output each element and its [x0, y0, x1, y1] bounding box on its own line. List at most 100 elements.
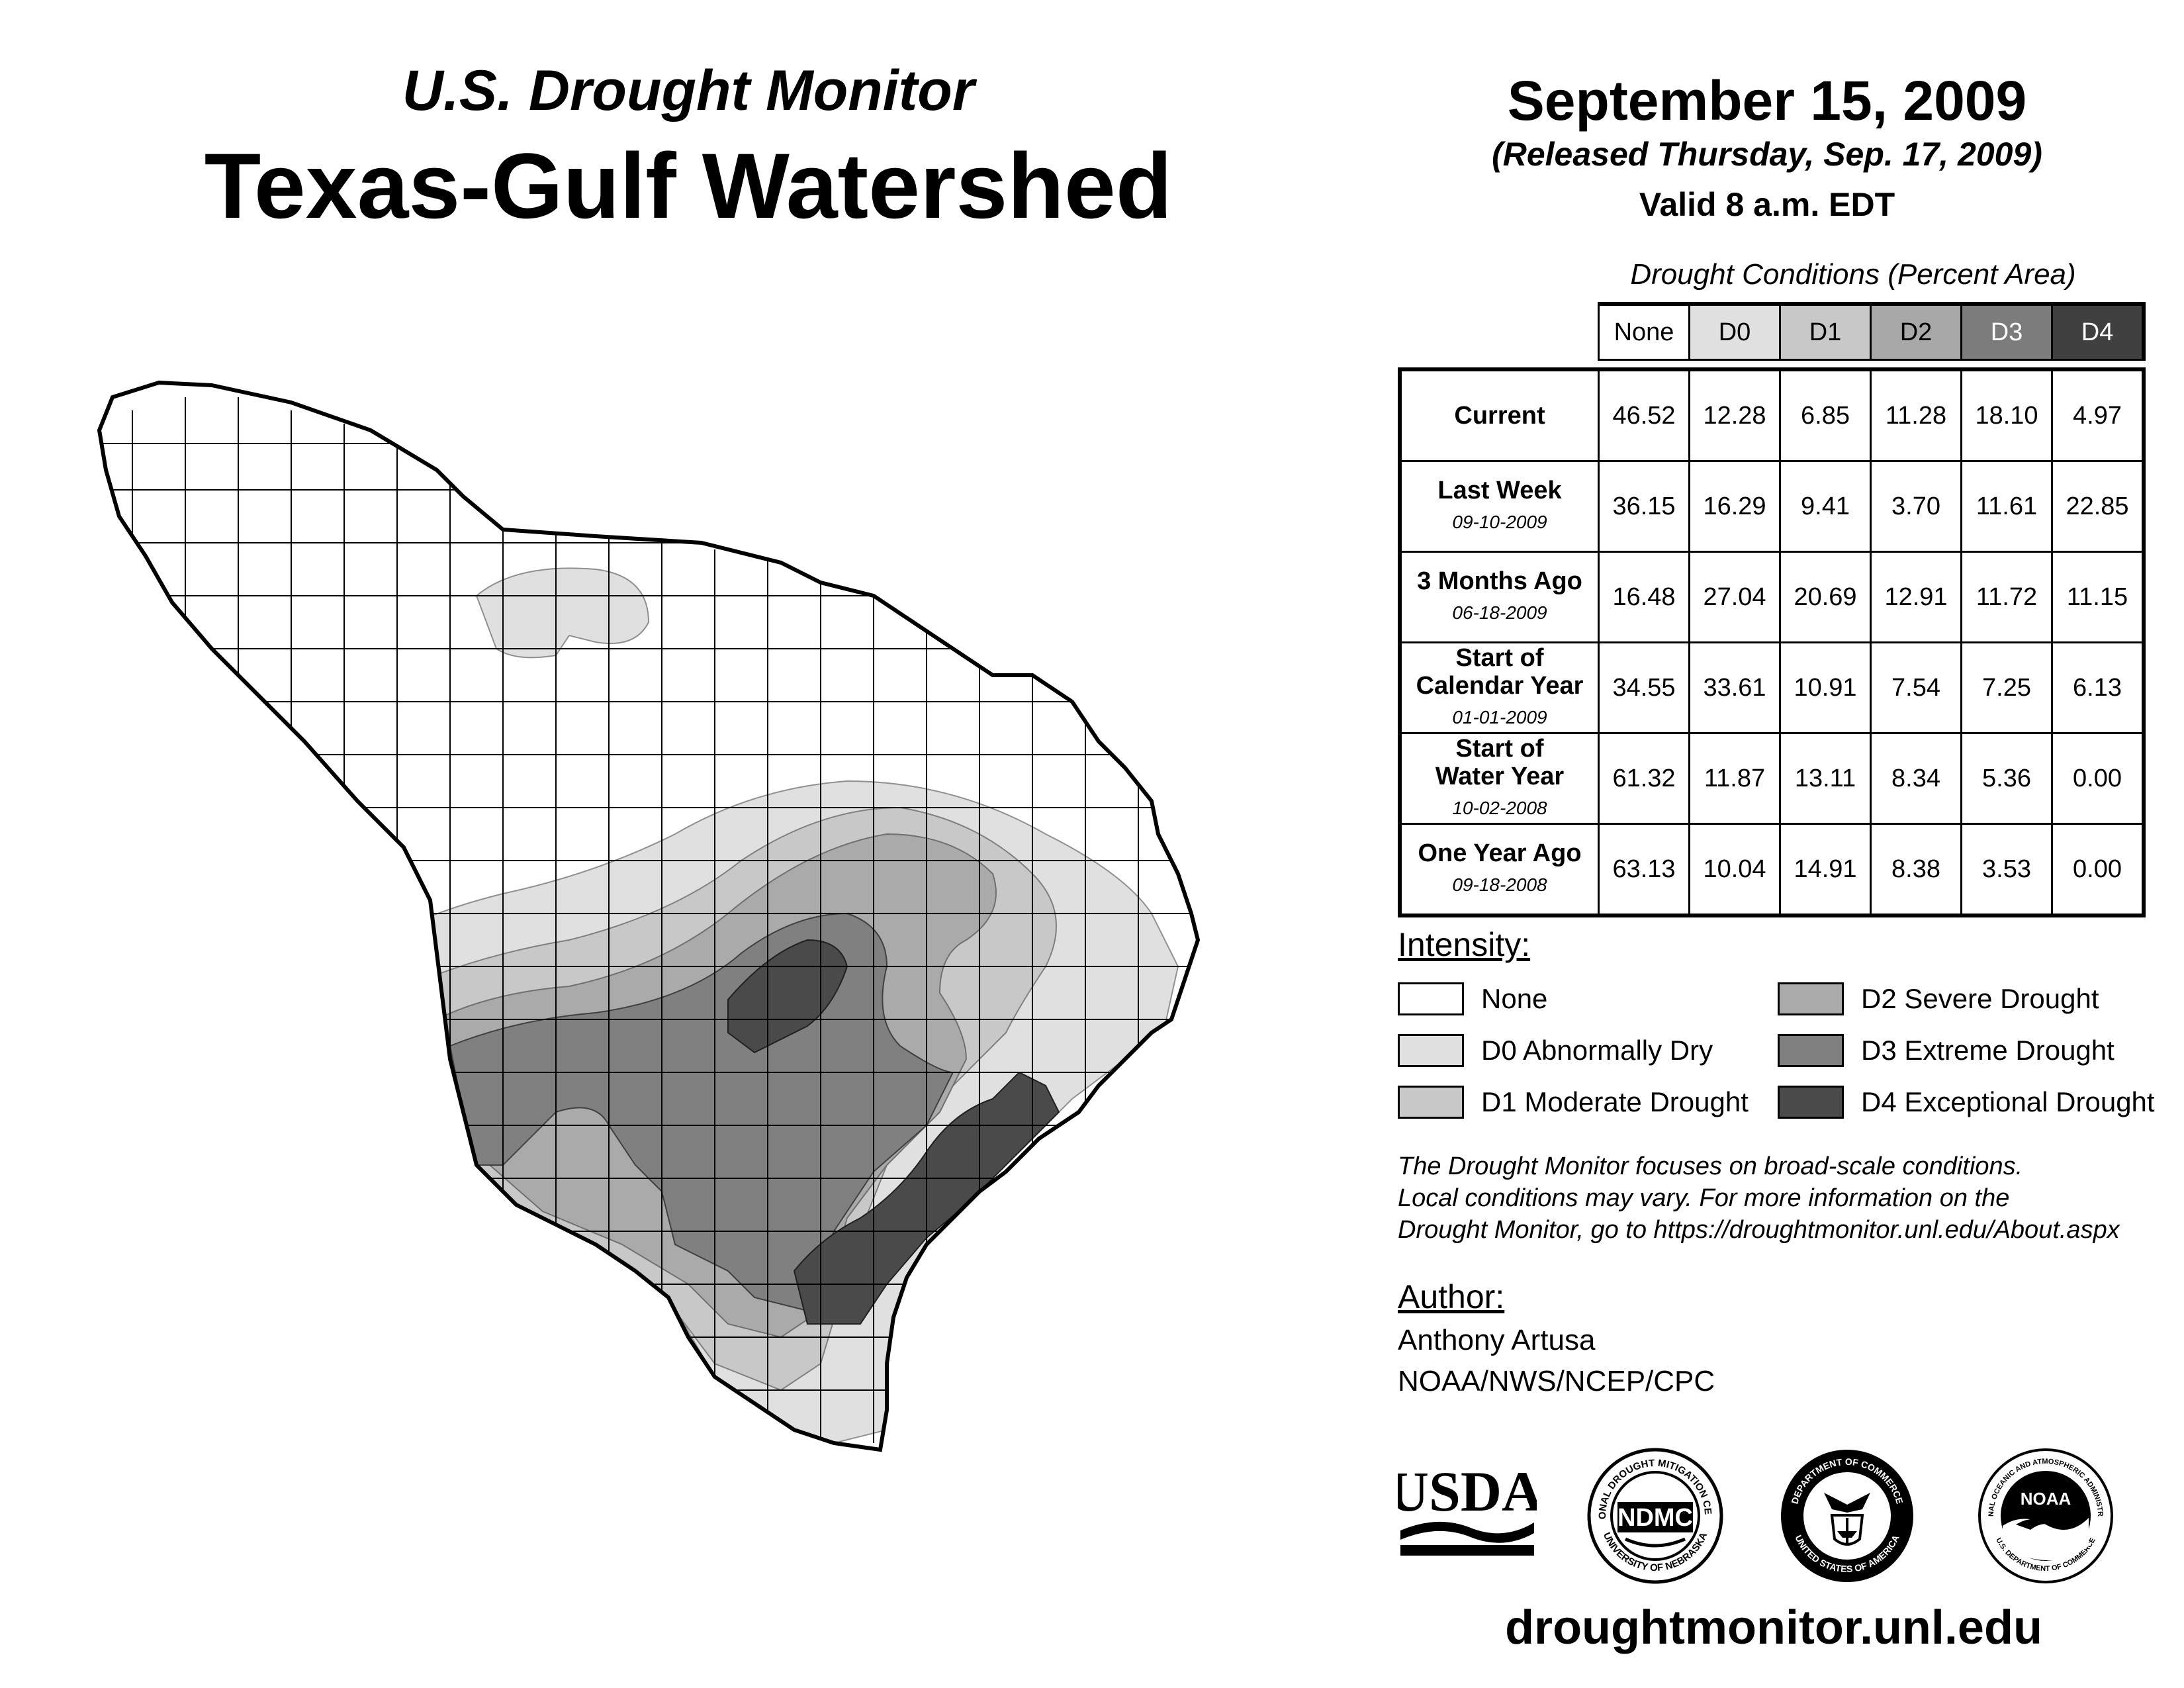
table-cell: 9.41: [1779, 460, 1872, 553]
table-row: Current 46.52 12.28 6.85 11.28 18.10 4.97: [1398, 367, 2146, 462]
valid-time: Valid 8 a.m. EDT: [1639, 186, 1895, 223]
table-cell: 12.28: [1688, 367, 1781, 462]
legend-item-d2: D2 Severe Drought: [1778, 982, 2099, 1015]
legend-label: D1 Moderate Drought: [1481, 1086, 1749, 1117]
column-header-d4: D4: [2051, 302, 2146, 361]
seagull-icon: [2016, 1519, 2056, 1530]
disclaimer-note: The Drought Monitor focuses on broad-sca…: [1398, 1150, 2165, 1246]
row-label: Start of Water Year 10-02-2008: [1398, 732, 1600, 825]
valid-date: September 15, 2009: [1507, 70, 2027, 132]
row-label-line: Calendar Year: [1416, 672, 1584, 700]
table-cell: 46.52: [1598, 367, 1690, 462]
note-line: The Drought Monitor focuses on broad-sca…: [1398, 1152, 2023, 1180]
legend-item-d0: D0 Abnormally Dry: [1398, 1034, 1713, 1067]
column-header-none: None: [1598, 302, 1690, 361]
table-cell: 5.36: [1960, 732, 2053, 825]
table-row: One Year Ago 09-18-2008 63.13 10.04 14.91 8.3…: [1398, 823, 2146, 917]
row-label-line: One Year Ago: [1418, 839, 1582, 867]
table-row: Last Week 09-10-2009 36.15 16.29 9.41 3.70 11.…: [1398, 460, 2146, 553]
table-cell: 7.54: [1870, 641, 1962, 734]
table-cell: 8.38: [1870, 823, 1962, 917]
legend-item-d1: D1 Moderate Drought: [1398, 1086, 1749, 1119]
table-row: 3 Months Ago 06-18-2009 16.48 27.04 20.69 12.…: [1398, 551, 2146, 643]
table-row: Start of Water Year 10-02-2008 61.32 11.87 13…: [1398, 732, 2146, 825]
legend-swatch: [1778, 1086, 1844, 1119]
watershed-drought-map: [97, 380, 1201, 1452]
row-label: Current: [1398, 367, 1600, 462]
table-cell: 36.15: [1598, 460, 1690, 553]
legend-label: D0 Abnormally Dry: [1481, 1035, 1713, 1066]
row-date: 06-18-2009: [1452, 602, 1547, 623]
row-label: One Year Ago 09-18-2008: [1398, 823, 1600, 917]
row-date: 09-10-2009: [1452, 512, 1547, 532]
table-cell: 13.11: [1779, 732, 1872, 825]
legend-label: None: [1481, 983, 1548, 1014]
table-cell: 18.10: [1960, 367, 2053, 462]
table-caption: Drought Conditions (Percent Area): [1630, 258, 2076, 291]
row-date: 01-01-2009: [1452, 707, 1547, 727]
table-cell: 11.28: [1870, 367, 1962, 462]
table-cell: 11.72: [1960, 551, 2053, 643]
table-cell: 61.32: [1598, 732, 1690, 825]
row-date: 09-18-2008: [1452, 874, 1547, 895]
legend-swatch: [1398, 1086, 1464, 1119]
legend-item-d3: D3 Extreme Drought: [1778, 1034, 2115, 1067]
table-cell: 0.00: [2051, 732, 2146, 825]
row-label-line: 3 Months Ago: [1417, 567, 1582, 595]
table-cell: 10.04: [1688, 823, 1781, 917]
legend-label: D3 Extreme Drought: [1861, 1035, 2115, 1066]
legend-swatch: [1778, 1034, 1844, 1067]
note-line: Drought Monitor, go to https://droughtmo…: [1398, 1216, 2120, 1244]
table-cell: 14.91: [1779, 823, 1872, 917]
noaa-logo: NATIONAL OCEANIC AND ATMOSPHERIC ADMINIS…: [1976, 1446, 2113, 1583]
table-cell: 33.61: [1688, 641, 1781, 734]
table-cell: 63.13: [1598, 823, 1690, 917]
legend-title: Intensity:: [1398, 926, 1531, 963]
column-header-d3: D3: [1960, 302, 2053, 361]
row-label-line: Start of: [1455, 735, 1544, 763]
legend-label: D2 Severe Drought: [1861, 983, 2099, 1014]
row-label: Last Week 09-10-2009: [1398, 460, 1600, 553]
map-subtitle: U.S. Drought Monitor: [402, 59, 975, 122]
table-corner: [1400, 304, 1599, 360]
table-cell: 0.00: [2051, 823, 2146, 917]
row-date: 10-02-2008: [1452, 798, 1547, 818]
table-row: Start of Calendar Year 01-01-2009 34.55 33.6…: [1398, 641, 2146, 734]
table-cell: 16.48: [1598, 551, 1690, 643]
table-cell: 11.61: [1960, 460, 2053, 553]
row-label: Start of Calendar Year 01-01-2009: [1398, 641, 1600, 734]
table-cell: 27.04: [1688, 551, 1781, 643]
table-cell: 16.29: [1688, 460, 1781, 553]
row-label: 3 Months Ago 06-18-2009: [1398, 551, 1600, 643]
watershed-outline: [97, 380, 1201, 1452]
d0-region-north: [475, 567, 650, 659]
table-cell: 20.69: [1779, 551, 1872, 643]
author-heading: Author:: [1398, 1278, 1505, 1315]
table-cell: 6.85: [1779, 367, 1872, 462]
table-cell: 3.70: [1870, 460, 1962, 553]
table-cell: 22.85: [2051, 460, 2146, 553]
table-cell: 10.91: [1779, 641, 1872, 734]
table-cell: 11.15: [2051, 551, 2146, 643]
row-label-line: Last Week: [1437, 477, 1562, 504]
usda-logo-text: USDA: [1398, 1460, 1537, 1523]
noaa-logo-text: NOAA: [2021, 1489, 2071, 1509]
department-of-commerce-seal: DEPARTMENT OF COMMERCE UNITED STATES OF …: [1781, 1450, 1913, 1582]
ndmc-logo: NATIONAL DROUGHT MITIGATION CENTER UNIVE…: [1586, 1446, 1723, 1584]
legend-swatch: [1398, 1034, 1464, 1067]
table-cell: 7.25: [1960, 641, 2053, 734]
legend-item-none: None: [1398, 982, 1547, 1015]
author-name: Anthony Artusa: [1398, 1324, 1596, 1356]
ndmc-logo-text: NDMC: [1617, 1504, 1693, 1532]
website-url: droughtmonitor.unl.edu: [1505, 1601, 2042, 1654]
row-label-line: Current: [1454, 402, 1545, 430]
release-date: (Released Thursday, Sep. 17, 2009): [1492, 136, 2042, 173]
eagle-icon: [1824, 1493, 1870, 1513]
map-title: Texas-Gulf Watershed: [204, 134, 1173, 238]
legend-swatch: [1778, 982, 1844, 1015]
usda-logo: USDA: [1398, 1460, 1537, 1556]
row-label-line: Water Year: [1435, 763, 1565, 790]
legend-label: D4 Exceptional Drought: [1861, 1086, 2155, 1117]
table-cell: 34.55: [1598, 641, 1690, 734]
author-organization: NOAA/NWS/NCEP/CPC: [1398, 1365, 1715, 1397]
